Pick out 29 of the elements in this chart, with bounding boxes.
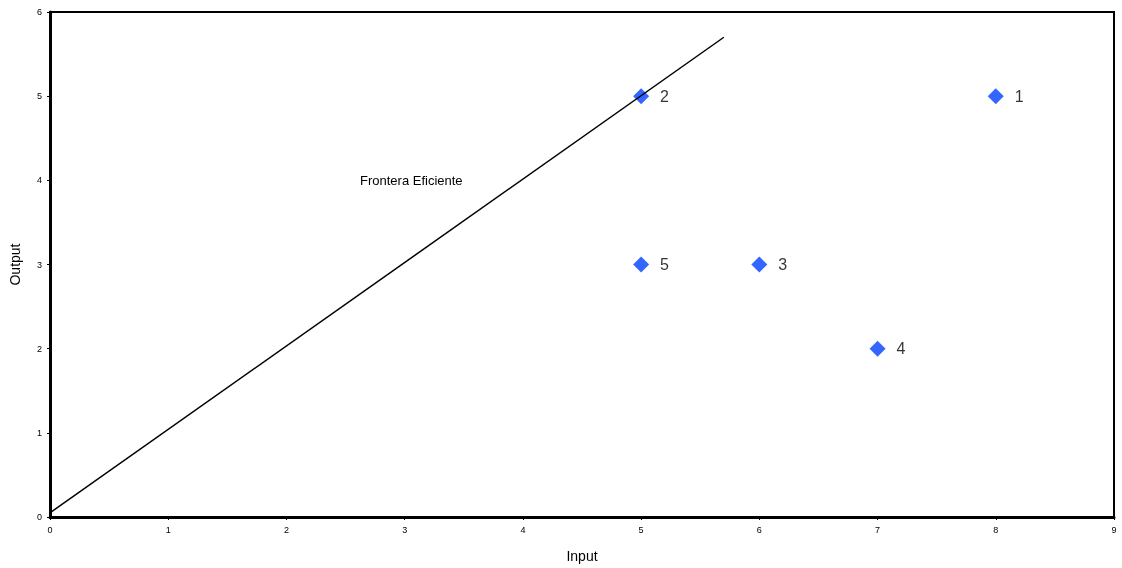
x-tick-label: 5 <box>638 524 644 535</box>
x-tick-label: 3 <box>402 524 408 535</box>
x-tick-label: 1 <box>165 524 171 535</box>
x-tick-label: 2 <box>283 524 289 535</box>
x-tick-label: 6 <box>756 524 762 535</box>
x-tick-label: 8 <box>993 524 999 535</box>
y-tick-label: 3 <box>36 259 42 270</box>
annotation: 2 <box>660 87 670 105</box>
x-tick-label: 9 <box>1111 524 1117 535</box>
y-tick-label: 1 <box>36 427 42 438</box>
annotation: 3 <box>778 256 788 273</box>
y-tick-label: 4 <box>36 175 42 186</box>
x-tick-label: 7 <box>875 524 881 535</box>
y-axis-title: Output <box>7 243 23 286</box>
x-tick-label: 4 <box>520 524 526 535</box>
point <box>751 256 768 273</box>
point <box>633 256 650 273</box>
x-tick-label: 0 <box>47 524 53 535</box>
y-tick-label: 2 <box>36 343 42 354</box>
annotation: 5 <box>660 256 670 273</box>
y-tick-label: 0 <box>36 512 42 522</box>
y-tick-label: 6 <box>36 7 42 17</box>
y-tick-label: 5 <box>36 91 42 102</box>
point <box>869 340 886 357</box>
x-axis-title: Input <box>566 548 598 564</box>
annotation: Frontera Eficiente <box>360 173 463 188</box>
annotation: 1 <box>1014 87 1024 105</box>
annotation: 4 <box>896 340 906 358</box>
point <box>987 88 1004 105</box>
